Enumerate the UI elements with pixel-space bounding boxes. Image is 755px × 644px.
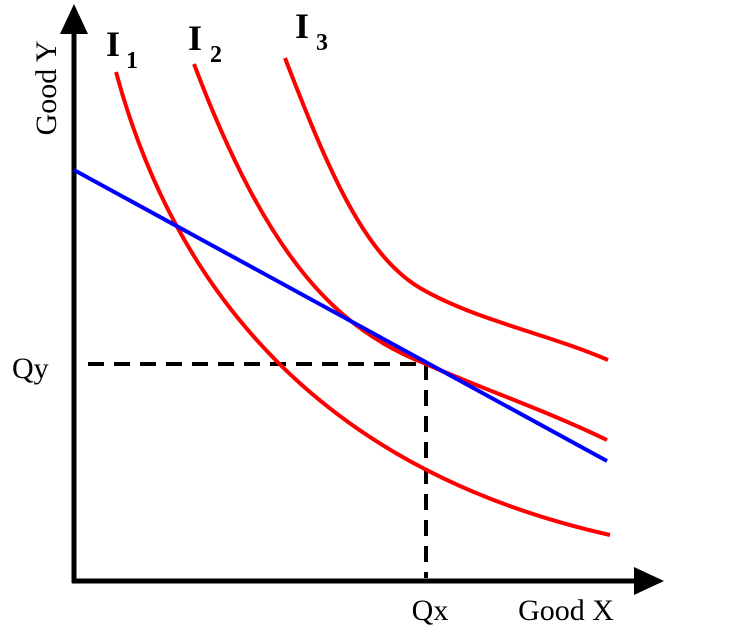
budget-line [73, 168, 608, 463]
curve-label-i3-subscript: 3 [316, 30, 328, 56]
curve-label-i1-letter: I [106, 24, 120, 64]
indifference-curve-i2 [192, 63, 608, 442]
curve-label-i3-letter: I [295, 6, 309, 46]
indifference-curve-i3 [283, 57, 609, 362]
curve-label-i2: I 2 [188, 18, 222, 68]
y-axis-arrowhead [60, 4, 88, 34]
curve-label-i1-subscript: 1 [126, 48, 138, 74]
indifference-curve-i1 [114, 71, 611, 537]
y-axis-label: Good Y [30, 41, 63, 136]
x-axis-label: Good X [518, 594, 614, 627]
curve-label-i2-subscript: 2 [210, 42, 222, 68]
curve-label-i3: I 3 [295, 6, 328, 56]
x-axis-arrowhead [634, 567, 664, 595]
qy-label: Qy [12, 352, 49, 385]
curve-label-i1: I 1 [106, 24, 138, 74]
qx-label: Qx [412, 594, 449, 627]
curve-label-i2-letter: I [188, 18, 202, 58]
